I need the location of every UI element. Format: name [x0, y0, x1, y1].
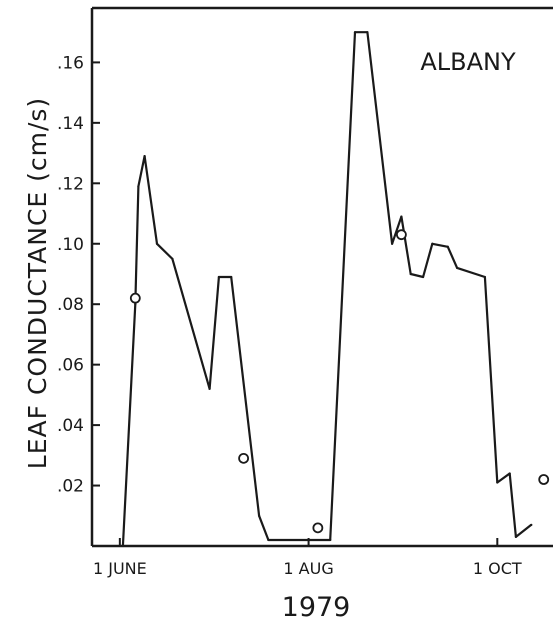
line-vertex-point — [230, 275, 233, 279]
line-vertex-point — [267, 538, 270, 542]
line-vertex-point — [530, 523, 533, 526]
line-vertex-point — [508, 472, 511, 475]
y-tick-label: .14 — [57, 114, 84, 134]
y-tick-label: .06 — [57, 356, 84, 376]
line-vertex-point — [496, 481, 499, 484]
observed-open-circle-point — [538, 474, 550, 485]
observed-open-circle-point — [129, 292, 141, 304]
observed-open-circle-point — [312, 522, 324, 534]
line-vertex-point — [409, 272, 412, 276]
line-vertex-point — [455, 266, 459, 270]
line-vertex-point — [208, 387, 211, 390]
x-tick-label: 1 JUNE — [93, 559, 147, 578]
site-annotation: ALBANY — [420, 48, 516, 76]
conductance-line-series — [121, 31, 532, 547]
line-vertex-point — [421, 275, 425, 279]
observed-open-circle-point — [395, 229, 407, 241]
line-vertex-point — [155, 242, 159, 245]
line-vertex-point — [171, 257, 174, 260]
y-tick-label: .02 — [57, 477, 84, 497]
x-tick-label: 1 OCT — [473, 559, 522, 578]
y-tick-label: .12 — [57, 174, 84, 194]
y-tick-label: .10 — [57, 235, 84, 255]
points-layer — [129, 229, 550, 534]
line-vertex-point — [143, 155, 146, 158]
line-vertex-point — [400, 215, 403, 218]
line-vertex-point — [217, 275, 220, 279]
y-axis-title: LEAF CONDUCTANCE (cm/s) — [23, 97, 52, 469]
line-vertex-point — [134, 303, 137, 306]
line-vertex-point — [431, 242, 434, 245]
line-vertex-point — [446, 245, 449, 248]
line-vertex-point — [483, 275, 487, 279]
axes-layer — [90, 6, 553, 548]
line-vertex-point — [329, 538, 332, 542]
line-vertex-point — [514, 535, 517, 539]
x-tick-label: 1 AUG — [283, 559, 333, 578]
series-layer — [121, 31, 533, 548]
x-axis-title: 1979 — [282, 592, 351, 622]
line-vertex-point — [137, 185, 140, 188]
y-tick-label: .08 — [57, 295, 84, 315]
observed-open-circle-point — [238, 452, 250, 464]
ticks-layer: .02 .04 .06 .08 .10 .12 .14 .16 1 JUNE 1 AUG 1 OCT — [57, 53, 522, 578]
y-tick-label: .16 — [57, 53, 84, 73]
line-vertex-point — [121, 544, 125, 548]
line-vertex-point — [366, 31, 369, 34]
y-tick-label: .04 — [57, 416, 84, 436]
line-vertex-point — [257, 514, 261, 517]
line-vertex-point — [391, 242, 394, 245]
line-vertex-point — [353, 31, 357, 34]
